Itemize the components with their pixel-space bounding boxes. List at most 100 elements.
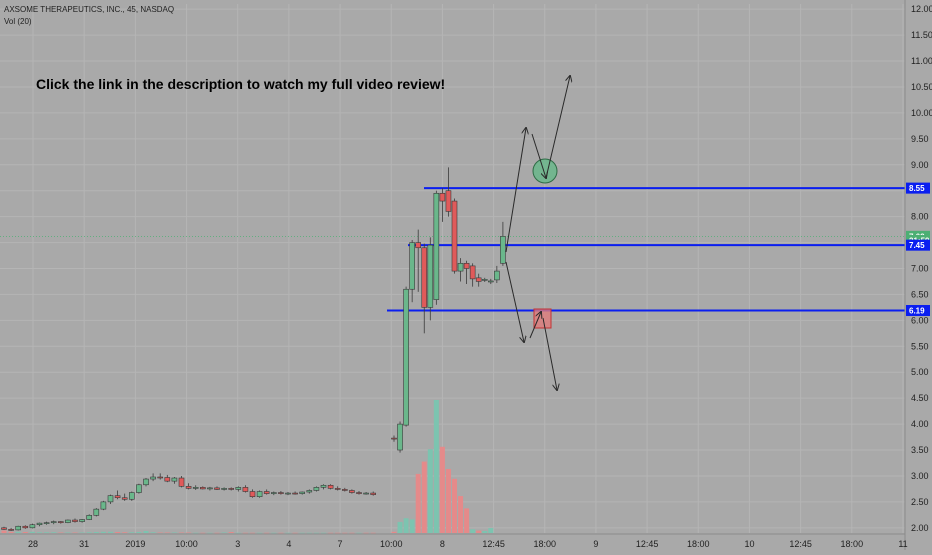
candle-body [363,492,369,495]
volume-bar [29,531,35,533]
candle-body [207,487,213,490]
candle-body [43,522,50,524]
price-tick-label: 5.00 [911,367,929,377]
volume-bar [157,532,163,534]
volume-bar [221,532,227,534]
candle [22,525,29,529]
time-tick-label: 3 [235,539,240,549]
candle [86,514,92,521]
price-tick-label: 9.00 [911,160,929,170]
candle [409,239,415,303]
candle [36,522,43,527]
price-label-bg [906,239,930,251]
candle [192,485,199,490]
candle [50,520,57,525]
price-tick-label: 10.50 [911,82,932,92]
candle-body [114,495,121,499]
candle [469,263,476,287]
volume-bar [370,532,376,534]
candle-body [22,525,29,529]
volume-bar [250,532,255,534]
stop-box [533,308,552,329]
volume-bar [264,532,270,534]
candle-body [1,527,7,530]
symbol-title[interactable]: AXSOME THERAPEUTICS, INC., 45, NASDAQ [4,5,174,14]
candle [457,258,464,282]
candle-body [263,491,270,494]
candle-body [15,525,21,531]
time-tick-label: 10 [744,539,754,549]
arrow-down-2 [542,317,557,390]
arrow-up-to-box [529,312,541,339]
price-tick-label: 11.00 [911,56,932,66]
candle [270,491,277,496]
candle-body [107,495,114,503]
candle-body [481,279,488,281]
time-tick-label: 7 [338,539,343,549]
candle-body [129,492,135,500]
volume-bar [93,532,99,533]
candle-body [200,487,206,490]
volume-bar [488,528,494,533]
volume-bar [179,532,184,534]
candle [494,265,500,284]
candle-body [143,478,149,486]
candle-body [457,263,464,272]
target-circle [532,158,558,184]
candle-body [228,488,234,490]
candle-body [150,476,156,480]
volume-indicator-label[interactable]: Vol (20) [4,17,32,26]
arrow-up-1 [505,128,526,253]
candle-body [270,492,277,494]
price-axis[interactable]: 12.0011.5011.0010.5010.009.509.008.508.0… [904,0,932,550]
volume-bar [44,532,50,533]
candle-body [439,192,446,202]
candle-body [285,492,291,495]
candle-body [391,437,397,440]
candle [439,188,446,222]
candle [1,526,7,530]
time-tick-label: 31 [79,539,89,549]
volume-bar [143,531,149,533]
candle-body [415,242,422,249]
price-tick-label: 4.50 [911,393,929,403]
volume-bar [15,531,21,533]
candle-body [221,488,227,490]
candle-body [278,492,284,494]
candle [370,491,377,496]
candle [214,486,220,490]
time-axis[interactable]: 28 31 2019 10:00 3 4 7 10:00 8 12:45 18:00 9 12:45 18… [0,533,908,549]
candle [320,484,327,490]
price-axis-label: 8.55 [906,182,930,194]
price-label-text: 8.55 [909,184,925,193]
volume-bar [122,532,128,533]
volume-bar [115,532,121,533]
volume-bar [8,531,14,533]
volume-bar [299,532,305,534]
candle [228,487,234,491]
volume-bar [72,532,78,534]
price-axis-label: 6.19 [906,305,930,317]
volume-bar [439,446,445,533]
candle [79,518,85,523]
candle-body [327,484,334,489]
candle [221,487,227,491]
volume-bar [214,532,220,534]
candle [327,484,334,490]
candle [72,518,78,523]
volume-bar [186,532,192,534]
candle-body [164,477,171,482]
candle-body [242,487,249,492]
volume-bar [349,532,355,534]
candle [313,486,320,492]
candle [235,486,242,492]
candle [57,521,64,524]
candle-body [93,508,100,516]
candle [129,491,135,501]
price-label-bg [906,182,930,194]
candle-body [445,190,452,212]
time-tick-label: 12:45 [636,539,659,549]
